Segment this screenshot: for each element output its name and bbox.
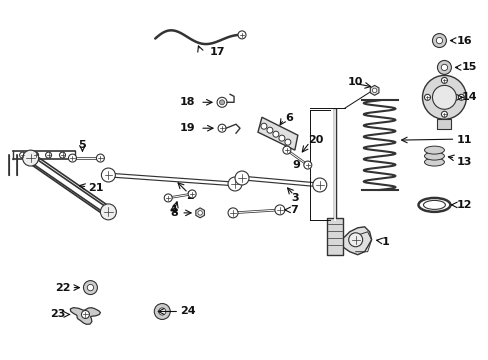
Circle shape <box>227 177 242 191</box>
Circle shape <box>435 37 442 44</box>
Circle shape <box>164 194 172 202</box>
Polygon shape <box>337 227 371 255</box>
Circle shape <box>238 31 245 39</box>
Circle shape <box>188 190 196 198</box>
Circle shape <box>68 154 76 162</box>
Circle shape <box>440 64 447 71</box>
Circle shape <box>81 310 89 319</box>
Text: 12: 12 <box>455 200 471 210</box>
Text: 18: 18 <box>179 97 195 107</box>
Circle shape <box>312 178 326 192</box>
Circle shape <box>437 60 450 75</box>
Text: 19: 19 <box>179 123 195 133</box>
Text: 5: 5 <box>79 140 86 150</box>
Text: 9: 9 <box>291 160 299 170</box>
Circle shape <box>198 211 202 215</box>
Circle shape <box>87 284 93 291</box>
Circle shape <box>441 77 447 84</box>
Text: 21: 21 <box>88 183 104 193</box>
Text: 1: 1 <box>381 237 388 247</box>
Polygon shape <box>369 85 378 95</box>
Ellipse shape <box>424 158 444 166</box>
Circle shape <box>285 139 290 145</box>
Text: 2: 2 <box>186 191 194 201</box>
Text: 7: 7 <box>289 205 297 215</box>
Text: 22: 22 <box>55 283 70 293</box>
Circle shape <box>45 152 51 158</box>
Circle shape <box>266 127 272 133</box>
Text: 13: 13 <box>455 157 471 167</box>
Text: 24: 24 <box>180 306 195 316</box>
Circle shape <box>303 161 311 169</box>
Circle shape <box>219 100 224 105</box>
Ellipse shape <box>424 146 444 154</box>
Polygon shape <box>258 117 297 150</box>
Circle shape <box>431 85 455 109</box>
Circle shape <box>217 97 226 107</box>
Text: 16: 16 <box>455 36 471 46</box>
Circle shape <box>272 131 278 137</box>
Circle shape <box>20 152 25 158</box>
Text: 6: 6 <box>285 113 292 123</box>
Polygon shape <box>195 208 204 218</box>
Circle shape <box>274 205 285 215</box>
Text: 14: 14 <box>461 92 476 102</box>
Circle shape <box>154 303 170 319</box>
Circle shape <box>83 280 97 294</box>
Text: 3: 3 <box>290 193 298 203</box>
Circle shape <box>33 152 39 158</box>
Polygon shape <box>70 308 100 324</box>
Circle shape <box>283 146 290 154</box>
Circle shape <box>60 152 65 158</box>
Circle shape <box>218 124 225 132</box>
Text: 15: 15 <box>461 62 476 72</box>
Circle shape <box>158 308 165 315</box>
Circle shape <box>278 135 285 141</box>
Circle shape <box>101 168 115 182</box>
Circle shape <box>424 94 429 100</box>
Text: 17: 17 <box>210 48 225 58</box>
Circle shape <box>372 88 376 93</box>
Text: 11: 11 <box>455 135 471 145</box>
Circle shape <box>261 123 266 129</box>
Circle shape <box>441 111 447 117</box>
Text: 10: 10 <box>347 77 362 87</box>
Text: 20: 20 <box>307 135 323 145</box>
Text: 23: 23 <box>50 310 65 319</box>
Circle shape <box>348 233 362 247</box>
Circle shape <box>457 94 464 100</box>
Circle shape <box>100 204 116 220</box>
Text: 8: 8 <box>170 208 178 218</box>
Circle shape <box>22 150 39 166</box>
Circle shape <box>235 171 248 185</box>
Circle shape <box>96 154 104 162</box>
Circle shape <box>227 208 238 218</box>
Circle shape <box>422 75 466 119</box>
Circle shape <box>431 33 446 48</box>
Ellipse shape <box>424 152 444 160</box>
Text: 4: 4 <box>169 205 177 215</box>
